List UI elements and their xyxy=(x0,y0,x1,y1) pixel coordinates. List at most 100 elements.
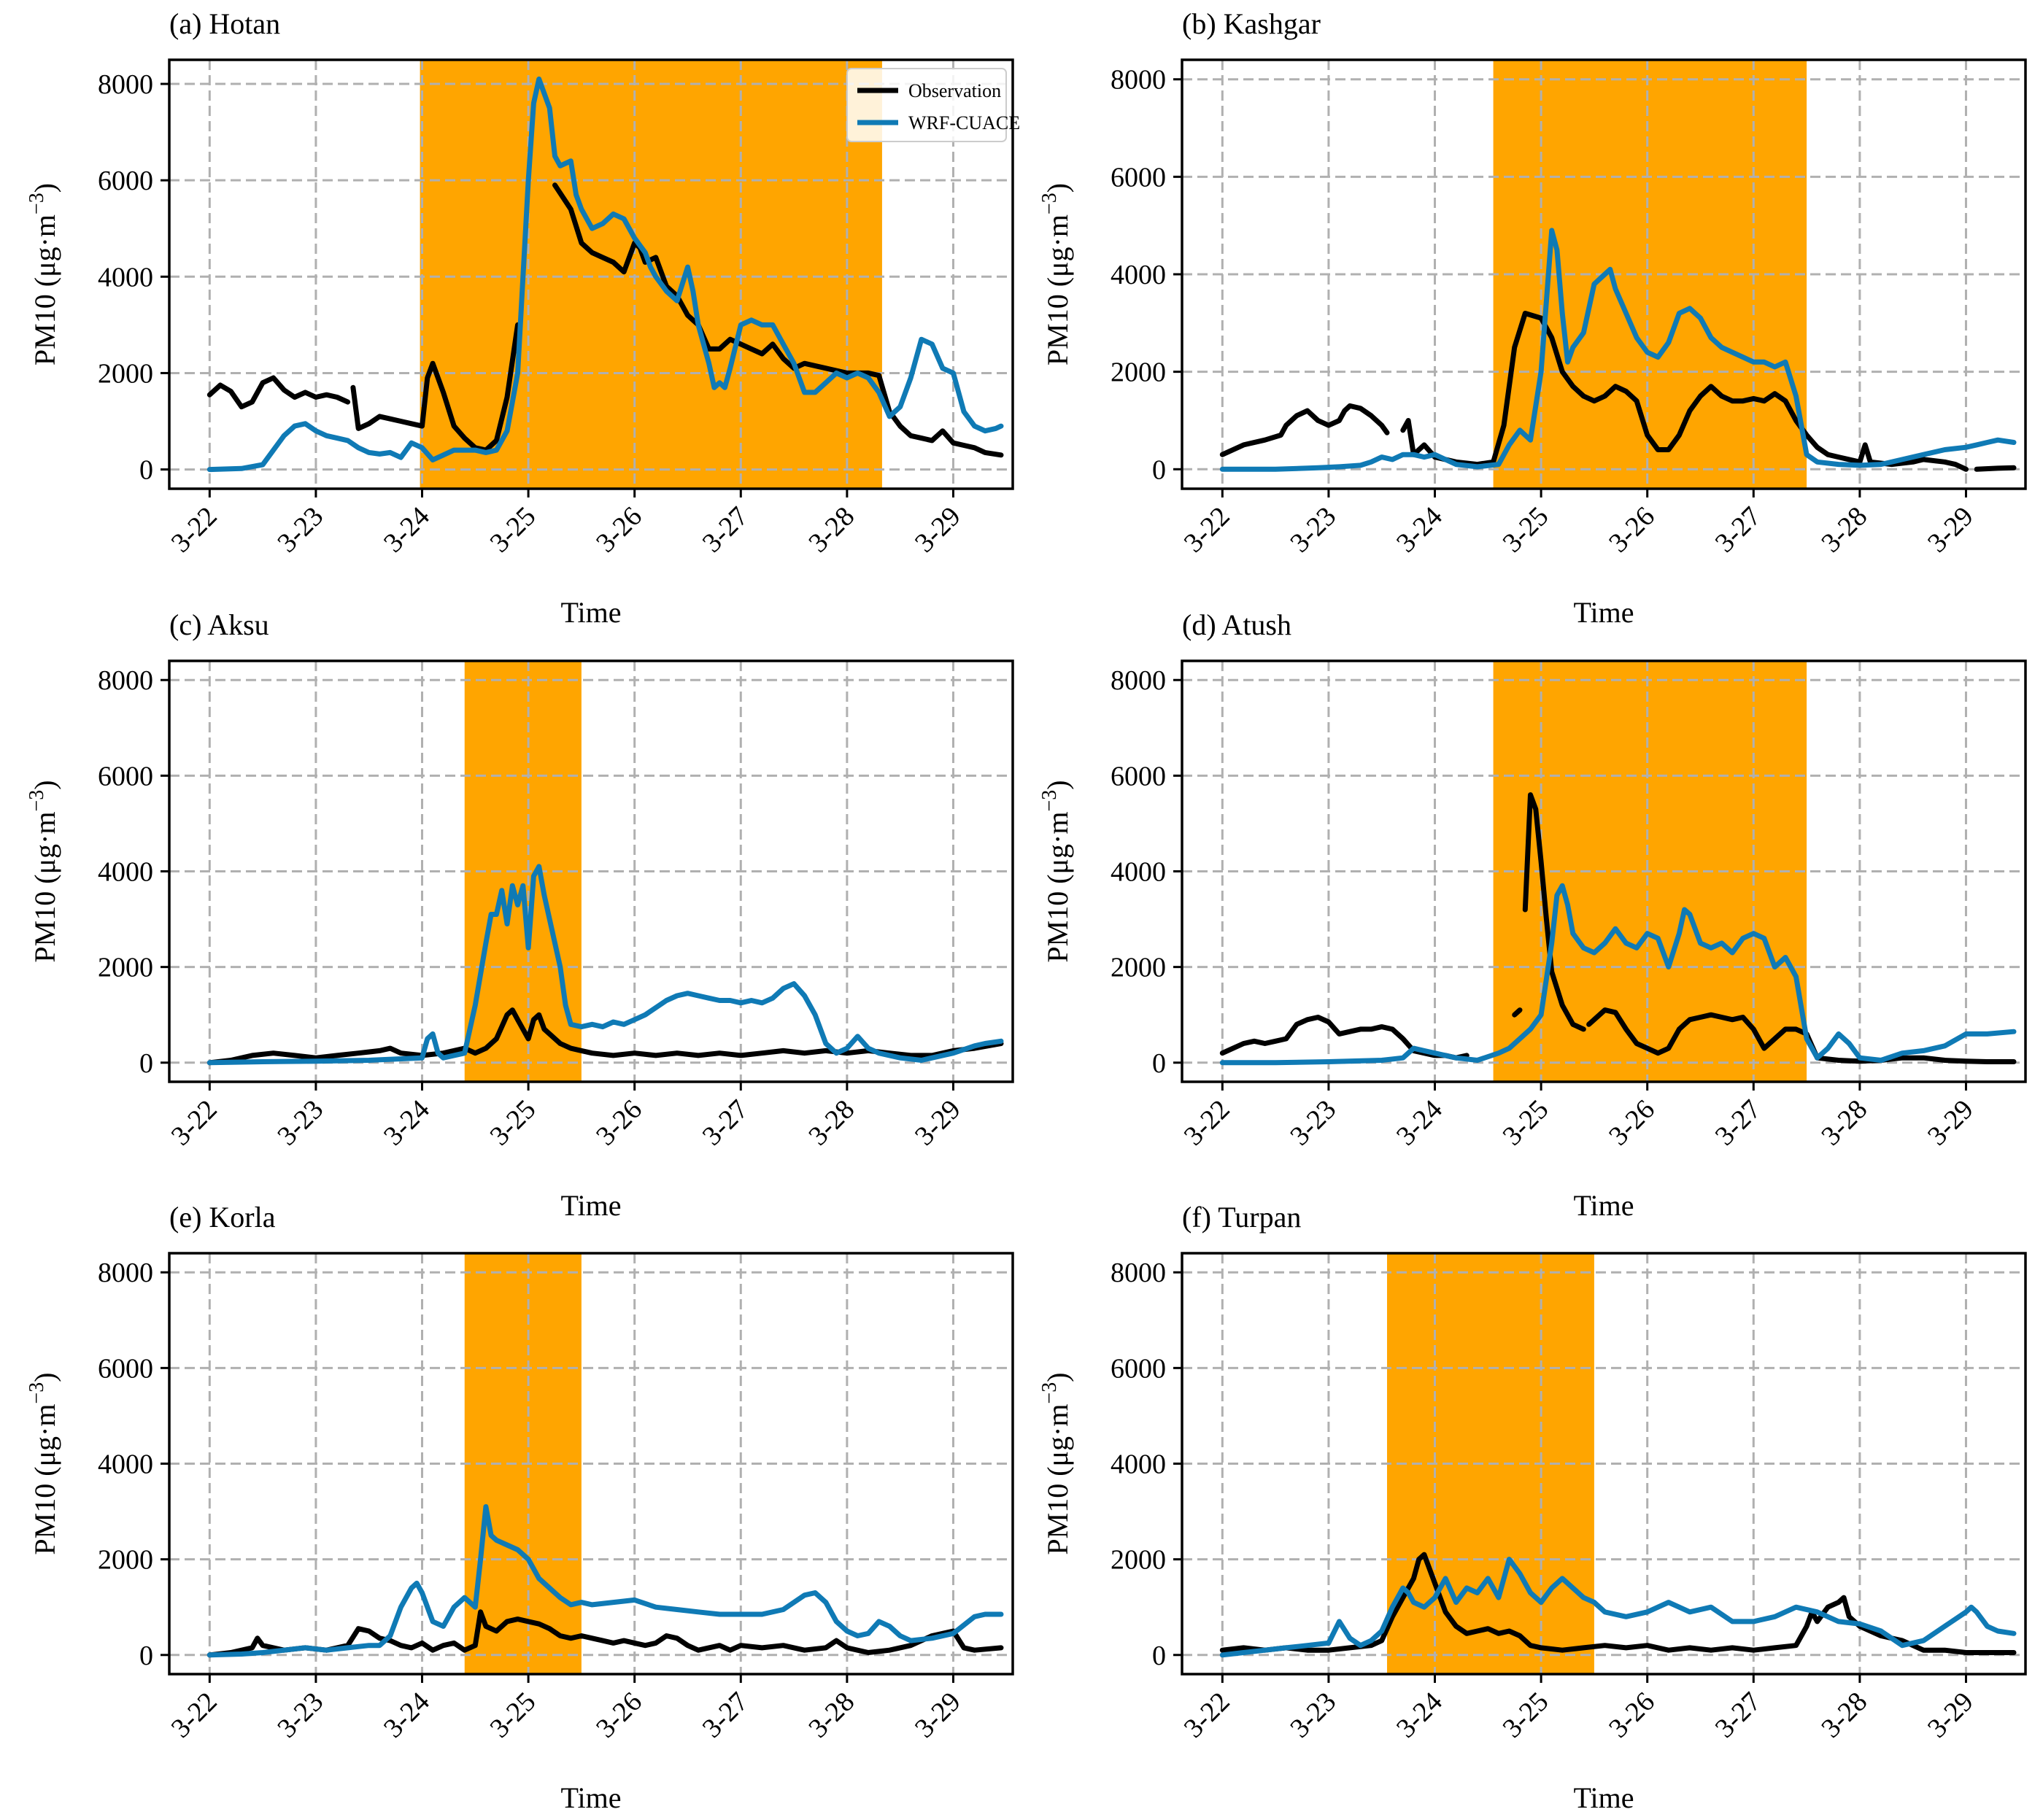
y-tick-label: 4000 xyxy=(98,1449,153,1480)
series-group xyxy=(1219,1552,2017,1658)
x-tick-label: 3-28 xyxy=(1815,1687,1873,1744)
x-tick-label: 3-22 xyxy=(166,1687,223,1744)
x-tick-label: 3-23 xyxy=(271,1094,329,1152)
x-axis-label: Time xyxy=(560,1781,621,1814)
panel-6: 0 2000 4000 6000 8000 3-22 3-23 3-24 3-25 3-26 3-2… xyxy=(1038,1201,2027,1814)
legend-label: WRF-CUACE xyxy=(908,112,1020,133)
y-tick-label: 0 xyxy=(139,455,153,486)
x-tick-label: 3-24 xyxy=(1391,1094,1448,1152)
legend-label: Observation xyxy=(908,80,1001,101)
legend: Observation WRF-CUACE xyxy=(846,68,1020,142)
y-tick-label: 2000 xyxy=(98,953,153,983)
y-tick-label: 0 xyxy=(1152,454,1166,485)
x-tick-label: 3-27 xyxy=(1710,1687,1767,1744)
series-group xyxy=(1219,228,2017,472)
panel-1: 0 2000 4000 6000 8000 3-22 3-23 3-24 3-25 3-26 3-2… xyxy=(26,7,1020,629)
observation-line xyxy=(350,322,520,453)
x-axis-label: Time xyxy=(1573,1189,1634,1222)
x-tick-label: 3-27 xyxy=(697,1094,754,1152)
y-tick-label: 2000 xyxy=(1111,357,1166,388)
wrf-cuace-line xyxy=(1219,1557,2017,1658)
x-tick-label: 3-26 xyxy=(590,1687,648,1744)
y-tick-label: 8000 xyxy=(98,1258,153,1288)
x-tick-label: 3-24 xyxy=(378,1687,436,1744)
observation-line xyxy=(1219,1552,2017,1655)
observation-line xyxy=(206,1609,1004,1658)
dust-period-highlight xyxy=(420,60,882,489)
panel-title: (a) Hotan xyxy=(169,7,280,40)
x-tick-label: 3-23 xyxy=(271,1687,329,1744)
x-tick-label: 3-23 xyxy=(271,501,329,559)
y-tick-label: 8000 xyxy=(98,665,153,696)
wrf-cuace-line xyxy=(1219,228,2017,472)
wrf-cuace-line xyxy=(206,76,1004,473)
x-tick-label: 3-22 xyxy=(166,1094,223,1152)
x-tick-label: 3-29 xyxy=(1922,1094,1980,1152)
y-tick-label: 0 xyxy=(1152,1048,1166,1079)
wrf-cuace-line xyxy=(206,864,1004,1066)
x-tick-label: 3-23 xyxy=(1284,1094,1342,1152)
y-tick-label: 8000 xyxy=(1111,1258,1166,1288)
y-tick-label: 0 xyxy=(139,1048,153,1079)
x-tick-label: 3-24 xyxy=(378,1094,436,1152)
y-tick-label: 8000 xyxy=(1111,665,1166,696)
x-tick-label: 3-26 xyxy=(1603,1094,1661,1152)
observation-line xyxy=(206,375,351,410)
x-tick-label: 3-24 xyxy=(378,501,436,559)
x-tick-label: 3-25 xyxy=(1497,1094,1555,1152)
y-tick-label: 4000 xyxy=(1111,1449,1166,1480)
panel-3: 0 2000 4000 6000 8000 3-22 3-23 3-24 3-25 3-26 3-2… xyxy=(26,608,1014,1222)
x-tick-label: 3-25 xyxy=(1497,1687,1555,1744)
y-tick-label: 6000 xyxy=(1111,162,1166,193)
y-axis-label: PM10 (μg·m−3) xyxy=(26,183,61,365)
panel-5: 0 2000 4000 6000 8000 3-22 3-23 3-24 3-25 3-26 3-2… xyxy=(26,1201,1014,1814)
wrf-cuace-line xyxy=(1219,883,2017,1066)
x-tick-label: 3-22 xyxy=(1178,1094,1236,1152)
x-tick-label: 3-24 xyxy=(1391,1687,1448,1744)
x-tick-label: 3-26 xyxy=(1603,1687,1661,1744)
series-group xyxy=(1219,792,2017,1066)
y-tick-label: 6000 xyxy=(98,166,153,196)
x-tick-label: 3-28 xyxy=(803,501,860,559)
plot-frame xyxy=(168,58,1014,490)
observation-line xyxy=(1400,311,1969,472)
y-tick-label: 4000 xyxy=(98,262,153,293)
y-tick-label: 4000 xyxy=(1111,857,1166,888)
x-tick-label: 3-29 xyxy=(909,501,967,559)
x-tick-label: 3-27 xyxy=(697,501,754,559)
observation-line xyxy=(1219,403,1390,457)
y-tick-label: 2000 xyxy=(98,1545,153,1576)
x-tick-label: 3-29 xyxy=(909,1094,967,1152)
x-tick-label: 3-23 xyxy=(1284,501,1342,559)
y-tick-label: 2000 xyxy=(98,358,153,389)
panel-title: (d) Atush xyxy=(1182,608,1291,641)
y-tick-label: 6000 xyxy=(1111,761,1166,791)
x-tick-label: 3-22 xyxy=(166,501,223,559)
x-tick-label: 3-28 xyxy=(1815,501,1873,559)
x-tick-label: 3-25 xyxy=(484,1687,542,1744)
x-axis-label: Time xyxy=(1573,596,1634,629)
y-tick-label: 0 xyxy=(139,1641,153,1671)
series-group xyxy=(206,864,1004,1066)
x-tick-label: 3-26 xyxy=(590,1094,648,1152)
x-tick-label: 3-26 xyxy=(1603,501,1661,559)
x-axis-label: Time xyxy=(560,1189,621,1222)
x-tick-label: 3-28 xyxy=(1815,1094,1873,1152)
x-tick-label: 3-25 xyxy=(484,501,542,559)
y-tick-label: 6000 xyxy=(98,1353,153,1384)
observation-line xyxy=(206,1007,1004,1066)
observation-line xyxy=(1586,1007,2017,1064)
x-tick-label: 3-29 xyxy=(1922,1687,1980,1744)
y-tick-label: 0 xyxy=(1152,1641,1166,1671)
x-tick-label: 3-26 xyxy=(590,501,648,559)
y-tick-label: 6000 xyxy=(1111,1353,1166,1384)
panel-title: (e) Korla xyxy=(169,1201,276,1234)
panel-title: (c) Aksu xyxy=(169,608,269,641)
y-axis-label: PM10 (μg·m−3) xyxy=(1038,780,1074,962)
y-tick-label: 4000 xyxy=(1111,260,1166,290)
x-tick-label: 3-27 xyxy=(1710,501,1767,559)
x-tick-label: 3-25 xyxy=(1497,501,1555,559)
observation-line xyxy=(1974,465,2017,472)
x-tick-label: 3-25 xyxy=(484,1094,542,1152)
x-tick-label: 3-22 xyxy=(1178,1687,1236,1744)
